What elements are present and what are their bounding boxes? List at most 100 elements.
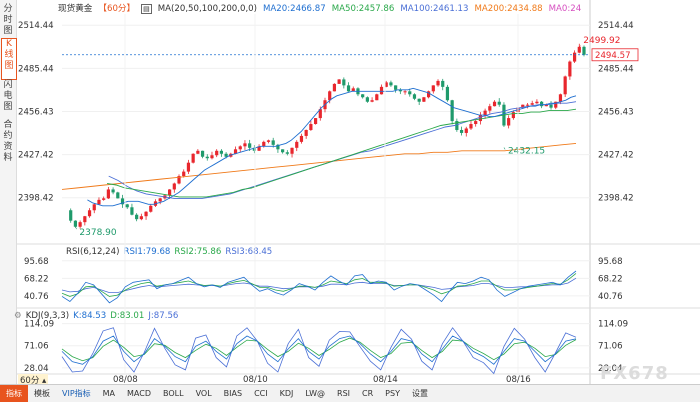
candle-body [558, 94, 563, 102]
rsi1-line [61, 270, 577, 304]
toolbar-item-10[interactable]: LW@ [305, 389, 326, 398]
candle-body [568, 61, 572, 77]
toolbar-item-5[interactable]: BOLL [163, 389, 184, 398]
toolbar-item-7[interactable]: BIAS [223, 389, 243, 398]
rsi2-value: RSI2:75.86 [174, 247, 222, 257]
candle-body [577, 46, 581, 53]
toolbar-item-12[interactable]: CR [362, 389, 374, 398]
candle-body [87, 210, 92, 217]
candle-body [139, 216, 143, 220]
kdj-tick-label: 28.04 [598, 364, 623, 374]
candle-body [346, 85, 351, 92]
candle-body [252, 147, 256, 151]
candle-body [177, 176, 181, 184]
kdj-tick-label-left: 71.06 [24, 342, 49, 352]
rsi-tick-label: 68.22 [598, 274, 623, 284]
toolbar-item-9[interactable]: KDJ [279, 389, 294, 398]
candle-body [78, 222, 82, 227]
toolbar-item-2[interactable]: VIP指标 [62, 389, 91, 398]
kdj-j-line [61, 327, 577, 375]
candle-body [474, 121, 478, 125]
high-annotation-marker [579, 45, 581, 48]
last-price-label: 2494.57 [595, 51, 631, 61]
candle-body [243, 143, 247, 147]
candle-body [342, 79, 346, 86]
ma200-value: MA200:2434.88 [474, 4, 543, 14]
kdj-tick-label-left: 28.04 [24, 364, 49, 374]
toolbar-item-8[interactable]: CCI [254, 389, 268, 398]
kdj-header: ⚙ KDJ(9,3,3) K:84.53 D:83.01 J:87.56 [14, 311, 182, 323]
candle-body [238, 146, 242, 150]
candle-body [436, 80, 440, 86]
toolbar-item-11[interactable]: RSI [337, 389, 351, 398]
candle-body [375, 94, 379, 101]
symbol-name: 现货黄金 [58, 4, 93, 14]
candle-body [318, 109, 322, 119]
toolbar-item-6[interactable]: VOL [195, 389, 212, 398]
candle-body [158, 198, 162, 202]
tab-flash[interactable]: 闪电图 [3, 80, 13, 112]
candle-body [507, 118, 511, 126]
toolbar-item-4[interactable]: MACD [127, 389, 152, 398]
candle-body [69, 210, 73, 221]
candle-body [168, 189, 172, 196]
toolbar-item-13[interactable]: PSY [385, 389, 400, 398]
period-selector[interactable]: 60分 ▴ [18, 374, 49, 386]
candle-body [441, 80, 445, 87]
rsi3-line [61, 277, 577, 293]
candle-body [422, 97, 426, 102]
candle-body [361, 94, 365, 98]
candle-body [554, 101, 558, 108]
candle-body [394, 85, 398, 90]
candle-body [417, 98, 421, 102]
kdj-d-value: D:83.01 [110, 311, 145, 321]
candle-body [408, 91, 412, 95]
candle-body [295, 141, 299, 148]
candle-body [125, 204, 129, 208]
toolbar-item-14[interactable]: 设置 [411, 389, 428, 398]
x-tick-label: 08/16 [506, 375, 531, 385]
candle-body [73, 220, 78, 227]
ma-header: 现货黄金 【60分】 ▤ MA(20,50,100,200,0,0) MA20:2466… [58, 2, 587, 14]
ma-settings-icon[interactable]: ▤ [141, 4, 152, 14]
tab-contract-info[interactable]: 合约资料 [3, 120, 13, 163]
rsi-tick-label-left: 40.76 [24, 292, 49, 302]
tab-kline[interactable]: K线图 [1, 38, 17, 80]
candle-body [299, 135, 304, 142]
candle-body [186, 162, 191, 172]
candle-body [445, 86, 450, 101]
candle-body [120, 198, 125, 205]
candle-body [215, 150, 219, 156]
watermark-logo: FX678 [600, 363, 669, 384]
price-tick-label-left: 2485.44 [18, 64, 54, 74]
toolbar-item-3[interactable]: MA [102, 389, 116, 398]
candle-body [116, 192, 120, 199]
kdj-tick-label-left: 114.09 [24, 320, 54, 330]
rsi3-value: RSI3:68.45 [225, 247, 273, 257]
toolbar-item-0[interactable]: 指标 [0, 385, 28, 402]
candle-body [281, 149, 285, 153]
candle-body [102, 198, 106, 200]
ma20-line [87, 87, 577, 207]
price-tick-label: 2456.43 [598, 107, 634, 117]
candle-body [450, 100, 454, 122]
candle-body [328, 91, 332, 101]
candle-body [219, 150, 223, 154]
candle-body [83, 216, 87, 223]
tab-timeshare[interactable]: 分时图 [3, 4, 13, 36]
candle-body [455, 121, 459, 130]
candle-body [511, 112, 515, 119]
candle-body [276, 144, 280, 150]
rsi-label: RSI(6,12,24) [66, 247, 120, 257]
kdj-label: KDJ(9,3,3) [25, 311, 70, 321]
toolbar-item-1[interactable]: 模板 [34, 389, 50, 398]
candle-body [540, 101, 544, 107]
kdj-settings-icon[interactable]: ⚙ [14, 311, 22, 321]
ma20-value: MA20:2466.87 [263, 4, 326, 14]
candle-body [135, 214, 139, 220]
candle-body [464, 128, 468, 133]
candle-body [351, 88, 355, 92]
period-tag[interactable]: 【60分】 [98, 4, 136, 14]
x-tick-label: 08/14 [373, 375, 398, 385]
